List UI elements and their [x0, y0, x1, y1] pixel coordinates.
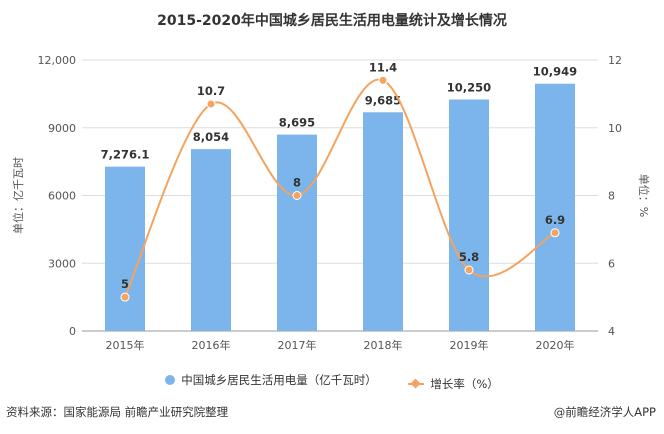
line-label: 8 [293, 176, 301, 190]
line-point [378, 75, 388, 85]
bar-label: 8,054 [193, 130, 229, 144]
bar [105, 166, 145, 331]
y-tick-label: 12,000 [38, 54, 77, 67]
line-point [464, 265, 474, 275]
line-point [120, 292, 130, 302]
bar-label: 9,685 [365, 93, 401, 107]
bar-label: 10,949 [533, 65, 577, 79]
line-label: 5.8 [459, 250, 479, 264]
legend-item-bar[interactable]: 中国城乡居民生活用电量（亿千瓦时） [165, 372, 377, 388]
y-tick-label: 6000 [48, 190, 76, 203]
chart-title: 2015-2020年中国城乡居民生活用电量统计及增长情况 [157, 13, 507, 29]
line-label: 6.9 [545, 213, 565, 227]
growth-line [124, 78, 556, 298]
bar [449, 99, 489, 331]
y2-tick-label: 4 [608, 325, 615, 338]
legend: 中国城乡居民生活用电量（亿千瓦时） 增长率（%） [0, 372, 664, 392]
line-label: 10.7 [197, 84, 225, 98]
x-tick-label: 2018年 [364, 338, 403, 352]
bar-label: 8,695 [279, 116, 315, 130]
line-point [550, 228, 560, 238]
line-label: 5 [121, 277, 129, 291]
y-tick-label: 3000 [48, 257, 76, 270]
y2-tick-label: 6 [608, 257, 615, 270]
legend-item-line[interactable]: 增长率（%） [408, 376, 499, 392]
y2-axis-label: 单位：% [637, 174, 651, 217]
source-note: 资料来源：国家能源局 前瞻产业研究院整理 [6, 405, 229, 419]
y2-tick-label: 10 [608, 122, 622, 135]
x-tick-label: 2017年 [278, 338, 317, 352]
line-label: 11.4 [369, 60, 397, 74]
y-tick-label: 9000 [48, 122, 76, 135]
x-tick-label: 2016年 [192, 338, 231, 352]
bar [191, 149, 231, 331]
bar [363, 112, 403, 331]
y-axis-label: 单位：亿千瓦时 [11, 157, 25, 234]
y-tick-label: 0 [69, 325, 76, 338]
bar [535, 83, 575, 332]
line-point [292, 191, 302, 200]
legend-line-icon [408, 383, 425, 385]
line-point [206, 99, 216, 109]
x-tick-label: 2015年 [106, 338, 145, 352]
bar-label: 10,250 [447, 81, 491, 95]
y2-tick-label: 8 [608, 190, 615, 203]
credit: @前瞻经济学人APP [553, 405, 656, 419]
legend-circle-icon [165, 375, 176, 385]
x-tick-label: 2019年 [450, 338, 489, 352]
x-tick-label: 2020年 [536, 338, 575, 352]
bar-label: 7,276.1 [101, 148, 150, 162]
bar [277, 134, 317, 331]
y2-tick-label: 12 [608, 54, 622, 67]
